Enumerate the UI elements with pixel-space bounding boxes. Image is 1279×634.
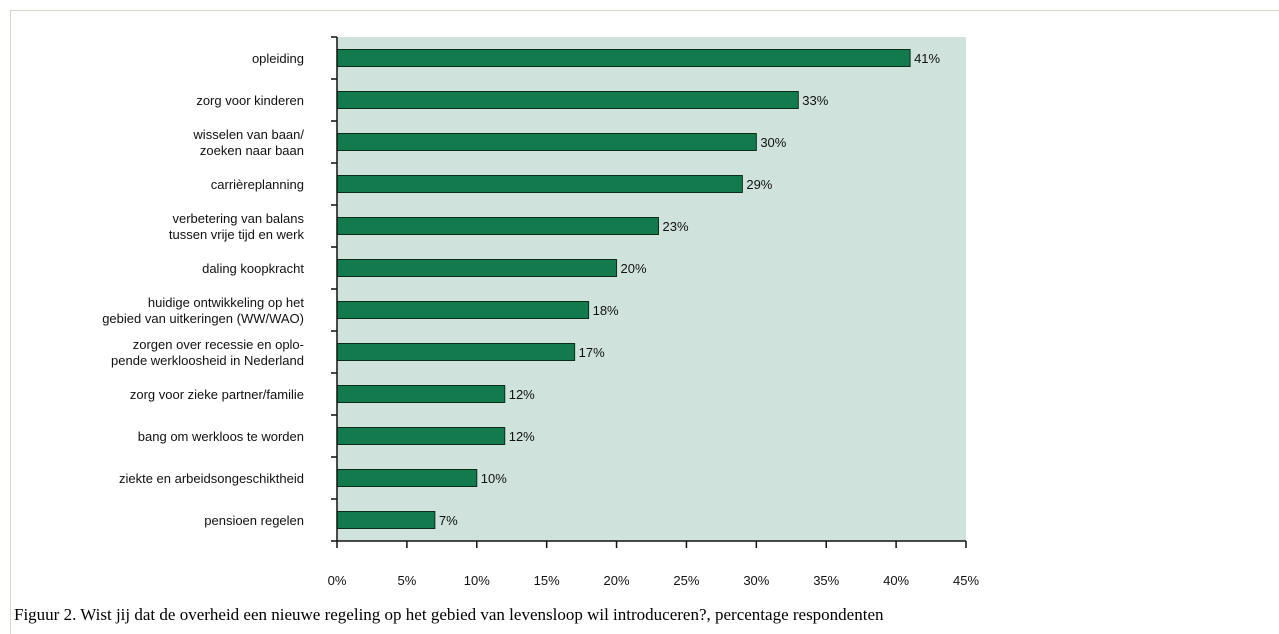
category-label: verbetering van balans tussen vrije tijd … — [169, 211, 305, 242]
x-tick-label: 10% — [464, 573, 490, 588]
plot-background — [337, 37, 966, 541]
bar — [336, 427, 506, 445]
bar — [336, 469, 478, 487]
bar — [336, 175, 743, 193]
bar-value-label: 33% — [802, 93, 828, 108]
bar-value-label: 20% — [621, 261, 647, 276]
bar-value-label: 23% — [662, 219, 688, 234]
bar-value-label: 12% — [509, 429, 535, 444]
category-label-line: opleiding — [252, 51, 304, 66]
bar-value-label: 18% — [593, 303, 619, 318]
category-label-line: tussen vrije tijd en werk — [169, 227, 305, 242]
bar-value-label: 12% — [509, 387, 535, 402]
x-tick-label: 35% — [813, 573, 839, 588]
bar — [336, 511, 436, 529]
category-label-line: carrièreplanning — [211, 177, 304, 192]
category-label: wisselen van baan/zoeken naar baan — [192, 127, 304, 158]
x-tick-label: 40% — [883, 573, 909, 588]
category-label-line: pende werkloosheid in Nederland — [111, 353, 304, 368]
bar — [336, 217, 659, 235]
x-tick-label: 25% — [673, 573, 699, 588]
bar-value-label: 41% — [914, 51, 940, 66]
category-label-line: pensioen regelen — [204, 513, 304, 528]
category-label-line: zorg voor kinderen — [196, 93, 304, 108]
x-tick-label: 45% — [953, 573, 979, 588]
category-labels: opleiding zorg voor kinderen wisselen van … — [102, 51, 304, 528]
category-label: huidige ontwikkeling op het gebied van ui… — [102, 295, 304, 326]
category-label-line: huidige ontwikkeling op het — [148, 295, 304, 310]
bar — [336, 301, 590, 319]
category-label-line: ziekte en arbeidsongeschiktheid — [119, 471, 304, 486]
bar-value-label: 30% — [760, 135, 786, 150]
category-label: opleiding — [252, 51, 304, 66]
bars-layer: 41% 33% 30% 29% 23% 20% 18% 17% 12% 12% 10% 7% — [336, 49, 941, 529]
category-label-line: bang om werkloos te worden — [138, 429, 304, 444]
bar-chart: 41% 33% 30% 29% 23% 20% 18% 17% 12% 12% 10% 7% ople… — [102, 36, 979, 588]
category-label-line: zorgen over recessie en oplo- — [133, 337, 304, 352]
category-label: bang om werkloos te worden — [138, 429, 304, 444]
category-label: pensioen regelen — [204, 513, 304, 528]
bar-value-label: 17% — [579, 345, 605, 360]
x-tick-label: 20% — [604, 573, 630, 588]
x-tick-label: 0% — [328, 573, 347, 588]
category-label-line: zoeken naar baan — [200, 143, 304, 158]
category-label-line: zorg voor zieke partner/familie — [130, 387, 304, 402]
bar-value-label: 10% — [481, 471, 507, 486]
category-label: ziekte en arbeidsongeschiktheid — [119, 471, 304, 486]
bar — [336, 259, 618, 277]
bar-value-label: 29% — [746, 177, 772, 192]
axes: 0% 5% 10% 15% 20% 25% 30% 35% 40% 45% — [328, 36, 979, 588]
category-label: zorg voor zieke partner/familie — [130, 387, 304, 402]
bar — [336, 49, 911, 67]
category-label: zorgen over recessie en oplo-pende werkl… — [111, 337, 304, 368]
figure-caption: Figuur 2. Wist jij dat de overheid een n… — [14, 605, 884, 624]
x-tick-label: 30% — [743, 573, 769, 588]
category-label-line: verbetering van balans — [172, 211, 304, 226]
bar — [336, 385, 506, 403]
category-label-line: wisselen van baan/ — [192, 127, 304, 142]
category-label: zorg voor kinderen — [196, 93, 304, 108]
x-tick-label: 15% — [534, 573, 560, 588]
bar — [336, 343, 576, 361]
category-label: carrièreplanning — [211, 177, 304, 192]
bar-value-label: 7% — [439, 513, 458, 528]
x-tick-label: 5% — [397, 573, 416, 588]
bar — [336, 133, 757, 151]
bar — [336, 91, 799, 109]
category-label-line: daling koopkracht — [202, 261, 304, 276]
category-label: daling koopkracht — [202, 261, 304, 276]
category-label-line: gebied van uitkeringen (WW/WAO) — [102, 311, 304, 326]
